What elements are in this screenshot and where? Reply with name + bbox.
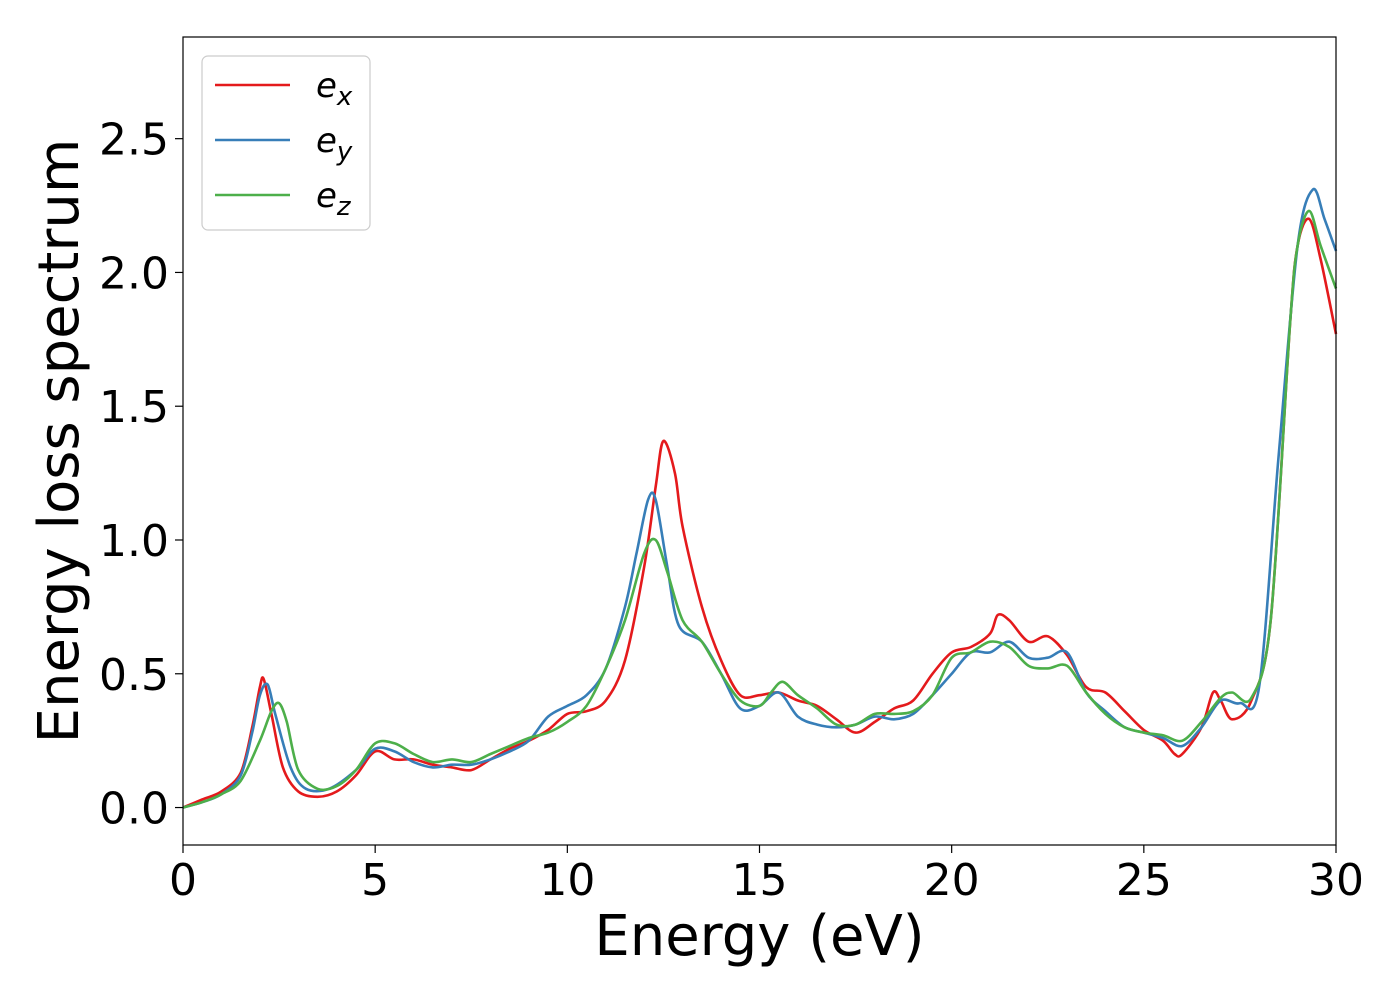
- legend-label-base: e: [316, 176, 337, 216]
- y-axis-title: Energy loss spectrum: [27, 139, 92, 744]
- y-axis: 0.0 0.5 1.0 1.5 2.0 2.5: [99, 115, 183, 835]
- x-axis-title: Energy (eV): [594, 904, 924, 969]
- y-tick-label: 0.5: [99, 650, 169, 701]
- y-tick-label: 1.5: [99, 382, 169, 433]
- x-tick-label: 5: [361, 855, 389, 906]
- x-tick-label: 10: [539, 855, 595, 906]
- legend-label-z: ez: [316, 176, 352, 222]
- legend-label-x: ex: [316, 66, 353, 112]
- series-layer: [182, 187, 1338, 809]
- legend-label-subscript: z: [336, 192, 352, 222]
- y-tick-label: 2.0: [99, 248, 169, 299]
- legend-box: [201, 55, 371, 231]
- legend-label-base: e: [316, 66, 337, 106]
- y-tick-label: 0.0: [99, 784, 169, 835]
- series-line-z: [182, 209, 1338, 809]
- legend-label-subscript: y: [336, 137, 353, 167]
- x-tick-label: 30: [1308, 855, 1364, 906]
- x-axis: 0 5 10 15 20 25 30: [169, 845, 1364, 906]
- legend-label-y: ey: [316, 121, 353, 167]
- x-tick-label: 20: [924, 855, 980, 906]
- x-tick-label: 15: [732, 855, 788, 906]
- y-tick-label: 1.0: [99, 516, 169, 567]
- x-tick-label: 0: [169, 855, 197, 906]
- legend-label-base: e: [316, 121, 337, 161]
- legend-label-subscript: x: [336, 82, 353, 112]
- y-tick-label: 2.5: [99, 115, 169, 166]
- series-line-x: [182, 217, 1338, 809]
- x-tick-label: 25: [1116, 855, 1172, 906]
